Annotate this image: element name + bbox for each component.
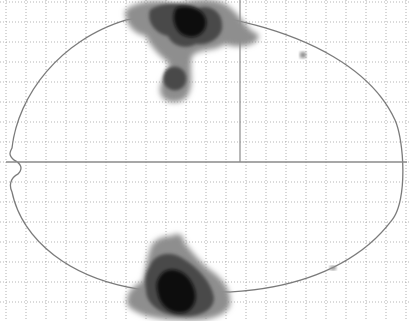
activation-cluster-top bbox=[125, 0, 306, 103]
activation-cluster-bottom bbox=[126, 234, 336, 321]
brain-outline bbox=[9, 14, 404, 293]
